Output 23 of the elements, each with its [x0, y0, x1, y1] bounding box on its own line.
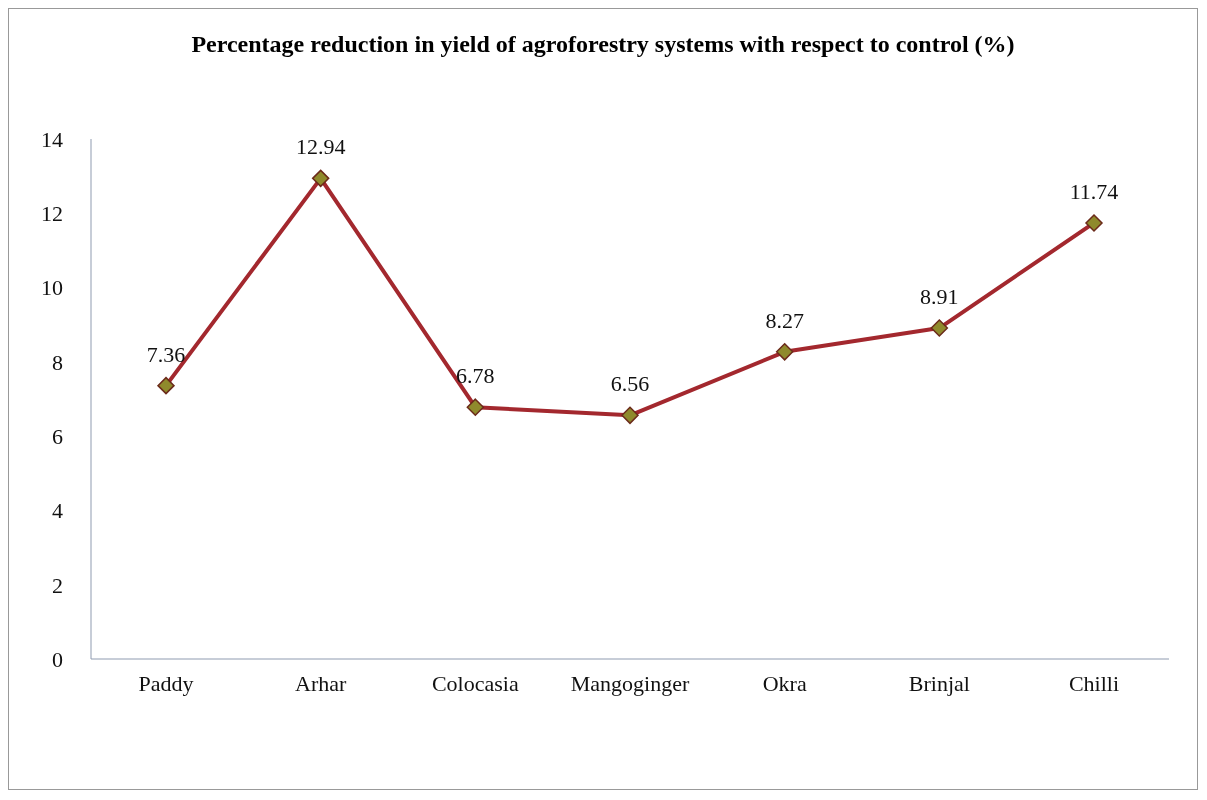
chart-title: Percentage reduction in yield of agroforestry systems with respect to control (%) [190, 30, 1016, 59]
y-tick-label: 14 [41, 126, 63, 152]
x-tick-label: Paddy [138, 670, 194, 696]
data-label: 8.27 [765, 307, 804, 333]
data-label: 12.94 [295, 134, 346, 160]
x-tick-label: Okra [762, 670, 807, 696]
x-tick-label: Colocasia [431, 670, 519, 696]
x-tick-label: Mangoginger [570, 670, 690, 696]
y-tick-label: 0 [52, 646, 63, 672]
data-label: 7.36 [146, 341, 186, 367]
y-tick-label: 2 [52, 572, 63, 598]
data-label: 8.91 [920, 284, 959, 310]
y-tick-label: 12 [41, 201, 63, 227]
y-tick-label: 6 [52, 423, 63, 449]
x-tick-label: Chilli [1068, 670, 1120, 696]
y-tick-label: 4 [52, 498, 63, 524]
x-tick-label: Brinjal [908, 670, 970, 696]
data-label: 6.78 [456, 363, 495, 389]
data-label: 11.74 [1069, 178, 1119, 204]
y-tick-label: 10 [41, 275, 63, 301]
x-tick-label: Arhar [295, 670, 347, 696]
data-label: 6.56 [610, 371, 650, 397]
y-tick-label: 8 [52, 349, 63, 375]
